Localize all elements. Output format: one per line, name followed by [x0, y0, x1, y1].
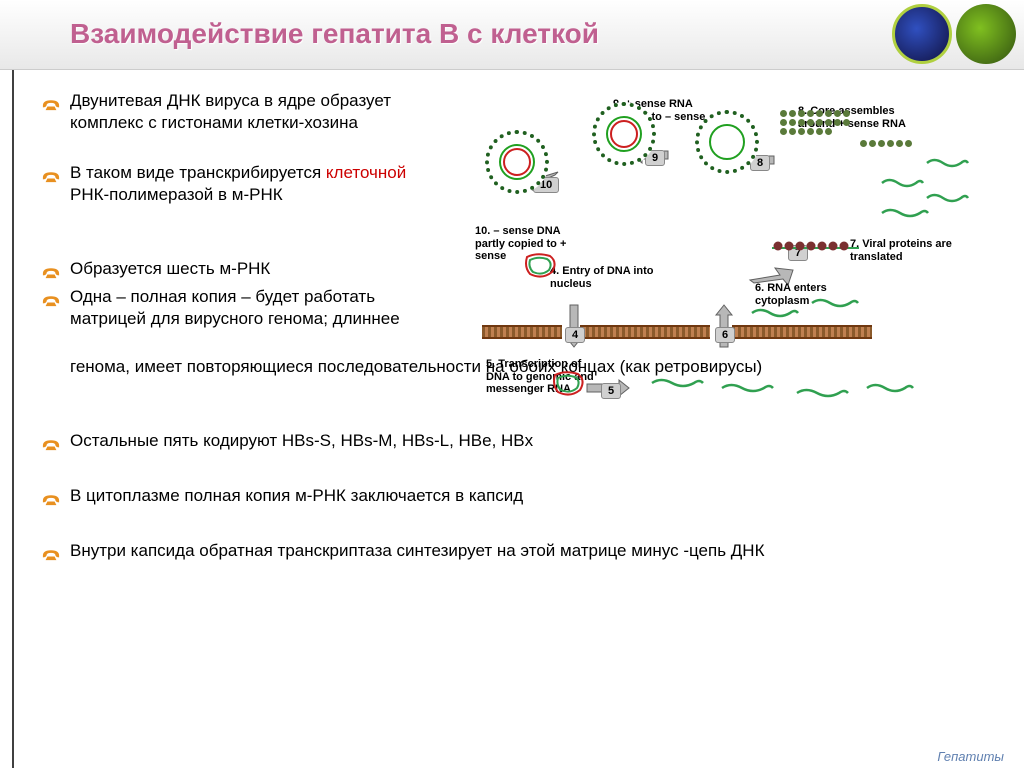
- dna-complex: [550, 370, 590, 405]
- phone-icon: [40, 93, 62, 111]
- viral-capsid: [592, 102, 656, 166]
- bullet-item: В таком виде транскрибируется клеточной …: [40, 162, 420, 206]
- rna-strand: [720, 380, 775, 401]
- phone-icon: [40, 289, 62, 307]
- bullet-text: Двунитевая ДНК вируса в ядре образует ко…: [70, 90, 420, 134]
- rna-strand: [795, 385, 850, 406]
- slide-content: Двунитевая ДНК вируса в ядре образует ко…: [40, 90, 1004, 738]
- rna-strand: [750, 305, 800, 326]
- rna-strand: [865, 380, 915, 401]
- step-box-4: 4: [565, 327, 585, 343]
- bullet-item: Двунитевая ДНК вируса в ядре образует ко…: [40, 90, 420, 134]
- protein-cluster: [780, 110, 850, 135]
- step-box-6: 6: [715, 327, 735, 343]
- rna-strand: [925, 155, 970, 176]
- protein-cluster: [860, 140, 930, 147]
- step-box-5: 5: [601, 383, 621, 399]
- nuclear-membrane: [580, 325, 710, 339]
- phone-icon: [40, 261, 62, 279]
- nuclear-membrane: [732, 325, 872, 339]
- bullet-item: Образуется шесть м-РНК: [40, 258, 420, 280]
- ribosome-translation: [770, 238, 863, 259]
- virus-icon-green: [956, 4, 1016, 64]
- bullet-item: Внутри капсида обратная транскриптаза си…: [40, 540, 960, 562]
- bullet-text: Одна – полная копия – будет работать мат…: [70, 286, 420, 330]
- footer-label: Гепатиты: [937, 749, 1004, 764]
- phone-icon: [40, 543, 62, 561]
- viral-capsid: [485, 130, 549, 194]
- bullet-item: Одна – полная копия – будет работать мат…: [40, 286, 420, 330]
- step-label-4: 4. Entry of DNA into nucleus: [550, 265, 660, 290]
- phone-icon: [40, 488, 62, 506]
- rna-strand: [810, 295, 860, 316]
- virus-icon-blue: [892, 4, 952, 64]
- bullet-text: В таком виде транскрибируется клеточной …: [70, 162, 420, 206]
- phone-icon: [40, 433, 62, 451]
- slide-header: Взаимодействие гепатита В с клеткой: [0, 0, 1024, 70]
- bullet-text: Внутри капсида обратная транскриптаза си…: [70, 540, 960, 562]
- hbv-lifecycle-diagram: 44. Entry of DNA into nucleus55. Transcr…: [420, 80, 1024, 460]
- nuclear-membrane: [482, 325, 562, 339]
- bullet-text: В цитоплазме полная копия м-РНК заключае…: [70, 485, 960, 507]
- rna-strand: [880, 205, 930, 226]
- header-virus-icons: [892, 4, 1016, 64]
- rna-strand: [925, 190, 970, 211]
- rna-strand: [650, 375, 705, 396]
- bullet-text: Образуется шесть м-РНК: [70, 258, 420, 280]
- viral-capsid: [695, 110, 759, 174]
- slide-title: Взаимодействие гепатита В с клеткой: [70, 18, 599, 50]
- slide-side-line: [12, 70, 14, 768]
- bullet-item: В цитоплазме полная копия м-РНК заключае…: [40, 485, 960, 507]
- phone-icon: [40, 165, 62, 183]
- step-label-7: 7. Viral proteins are translated: [850, 238, 960, 263]
- rna-strand: [880, 175, 925, 196]
- dna-complex: [522, 252, 562, 287]
